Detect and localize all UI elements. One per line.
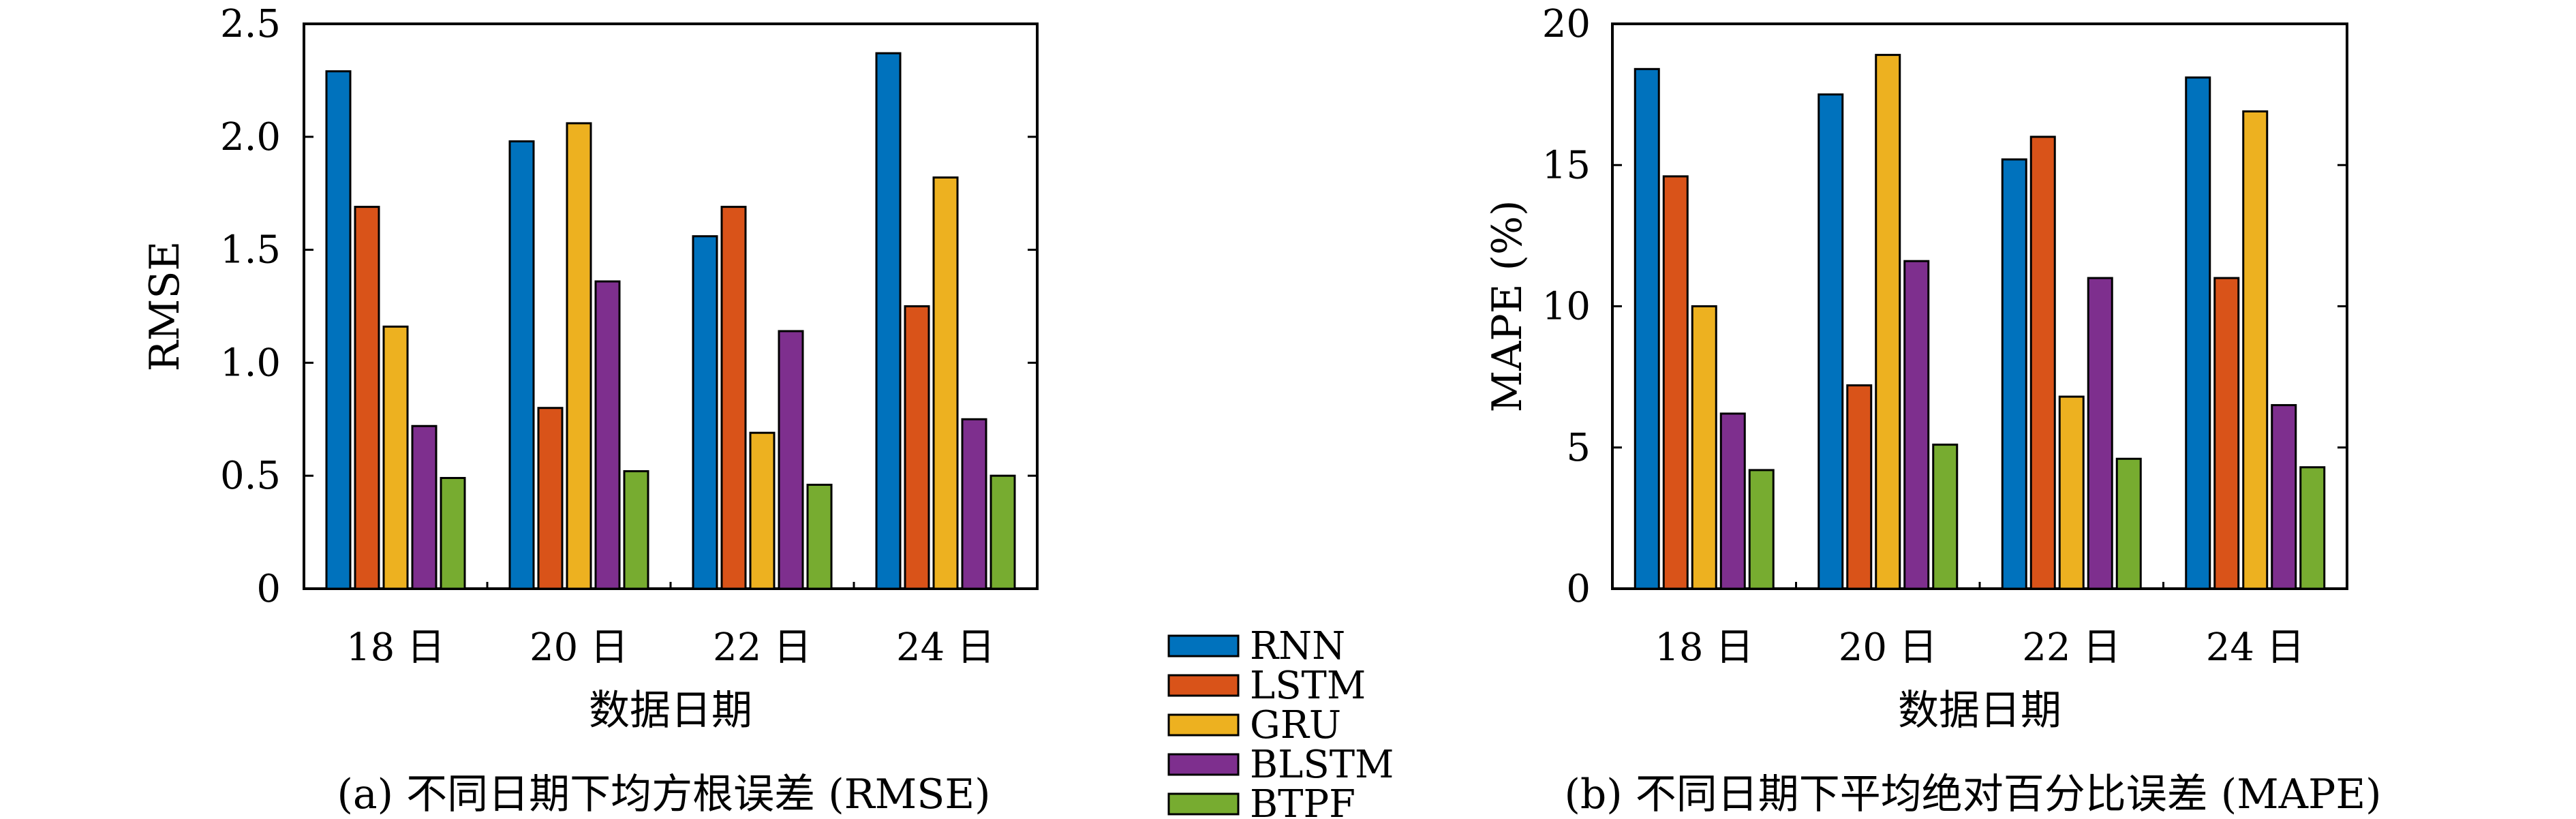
y-tick-label: 2.5 xyxy=(220,2,281,46)
x-tick-label: 24 日 xyxy=(896,625,995,670)
y-tick-label: 1.5 xyxy=(220,228,281,273)
legend-swatch-btpf xyxy=(1167,792,1240,816)
y-tick-label: 20 xyxy=(1542,2,1591,46)
bar-gru-3 xyxy=(2058,395,2085,590)
y-axis-label: RMSE xyxy=(141,241,189,372)
legend-label-rnn: RNN xyxy=(1250,624,1345,668)
y-axis-label: MAPE (%) xyxy=(1484,200,1531,413)
x-tick-label: 18 日 xyxy=(1655,625,1753,670)
y-tick-label: 0 xyxy=(256,567,281,611)
legend-swatch-rnn xyxy=(1167,634,1240,658)
bar-blstm-1 xyxy=(411,424,438,590)
bar-blstm-1 xyxy=(1719,412,1746,590)
y-tick-label: 0 xyxy=(1566,567,1591,611)
bar-rnn-1 xyxy=(325,70,352,590)
x-tick-label: 24 日 xyxy=(2206,625,2305,670)
bar-btpf-1 xyxy=(1748,469,1775,590)
bar-rnn-3 xyxy=(692,235,718,590)
bar-btpf-4 xyxy=(990,474,1016,590)
x-tick-label: 22 日 xyxy=(713,625,812,670)
bar-blstm-2 xyxy=(1903,260,1930,590)
x-axis-label: 数据日期 xyxy=(589,687,752,735)
y-tick-label: 10 xyxy=(1542,285,1591,329)
y-tick-label: 15 xyxy=(1542,143,1591,187)
legend-label-btpf: BTPF xyxy=(1250,782,1355,819)
subfigure-caption: (a) 不同日期下均方根误差 (RMSE) xyxy=(337,771,990,818)
bar-rnn-2 xyxy=(1818,93,1844,590)
bar-lstm-2 xyxy=(537,407,564,590)
bar-lstm-4 xyxy=(904,305,930,590)
bar-rnn-1 xyxy=(1634,67,1660,590)
bar-lstm-4 xyxy=(2213,277,2240,590)
bar-btpf-1 xyxy=(440,477,466,590)
x-axis-label: 数据日期 xyxy=(1898,687,2061,735)
legend-swatch-lstm xyxy=(1167,674,1240,697)
legend-label-lstm: LSTM xyxy=(1250,664,1366,708)
bar-lstm-3 xyxy=(2029,136,2056,590)
bar-btpf-2 xyxy=(1932,444,1959,590)
x-tick-label: 22 日 xyxy=(2022,625,2121,670)
bar-rnn-4 xyxy=(875,52,902,590)
bar-blstm-3 xyxy=(778,330,804,590)
y-tick-label: 1.0 xyxy=(220,341,281,385)
bar-lstm-1 xyxy=(354,206,380,590)
bar-lstm-3 xyxy=(720,206,747,590)
bar-btpf-3 xyxy=(806,483,833,590)
bar-gru-4 xyxy=(2242,110,2269,590)
bar-gru-1 xyxy=(382,325,409,590)
bar-gru-2 xyxy=(1875,54,1901,590)
legend-label-gru: GRU xyxy=(1250,703,1341,747)
bar-btpf-4 xyxy=(2299,466,2326,590)
y-tick-label: 0.5 xyxy=(220,454,281,498)
subfigure-caption: (b) 不同日期下平均绝对百分比误差 (MAPE) xyxy=(1564,771,2381,818)
legend-swatch-blstm xyxy=(1167,753,1240,776)
legend-swatch-gru xyxy=(1167,713,1240,737)
x-tick-label: 20 日 xyxy=(1839,625,1937,670)
bar-blstm-2 xyxy=(594,280,621,590)
bar-gru-4 xyxy=(932,176,959,590)
bar-rnn-4 xyxy=(2185,76,2211,590)
x-tick-label: 18 日 xyxy=(346,625,445,670)
legend-label-blstm: BLSTM xyxy=(1250,743,1394,787)
bar-lstm-2 xyxy=(1846,384,1873,590)
bar-blstm-3 xyxy=(2087,277,2113,590)
bar-rnn-3 xyxy=(2001,158,2027,590)
y-tick-label: 2.0 xyxy=(220,115,281,159)
bar-blstm-4 xyxy=(2271,404,2297,590)
bar-rnn-2 xyxy=(508,140,535,590)
x-tick-label: 20 日 xyxy=(530,625,628,670)
bar-gru-1 xyxy=(1691,305,1717,590)
bar-gru-2 xyxy=(566,122,592,590)
y-tick-label: 5 xyxy=(1566,426,1591,470)
bar-gru-3 xyxy=(749,431,776,590)
bar-lstm-1 xyxy=(1662,175,1689,590)
bar-blstm-4 xyxy=(961,418,987,590)
bar-btpf-3 xyxy=(2115,457,2142,590)
bar-btpf-2 xyxy=(623,470,649,590)
